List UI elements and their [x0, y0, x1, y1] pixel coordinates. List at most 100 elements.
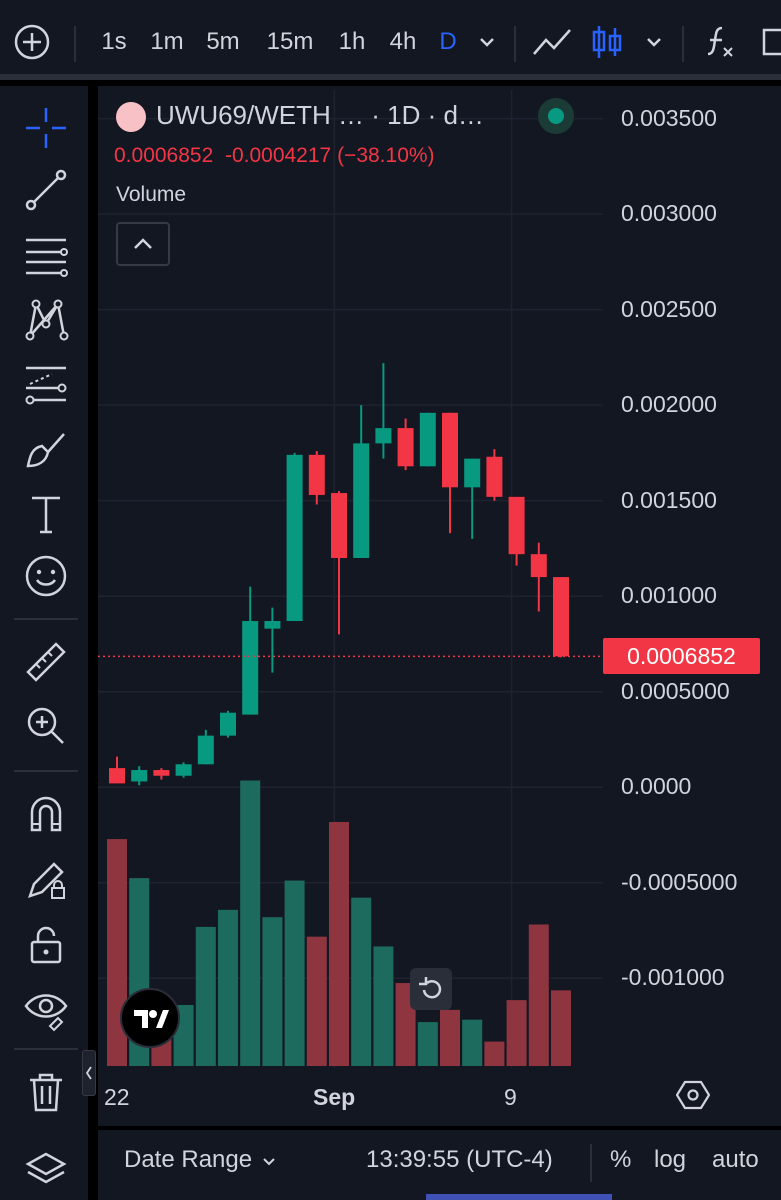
chart-type-dropdown-button[interactable] — [640, 22, 668, 62]
interval-dropdown-button[interactable] — [472, 22, 502, 62]
candle-down — [109, 768, 125, 784]
function-icon — [707, 26, 733, 57]
market-status-dot — [538, 98, 574, 134]
candle-up — [353, 443, 370, 558]
fib-retracement-tool[interactable] — [22, 232, 70, 280]
pattern-icon — [25, 299, 69, 341]
price-tick: 0.002500 — [621, 295, 717, 322]
legend-price: 0.0006852 — [114, 144, 214, 167]
horizontal-lines-icon — [26, 238, 68, 277]
add-symbol-button[interactable] — [12, 22, 52, 62]
trend-line-icon — [25, 169, 67, 211]
volume-bar — [373, 946, 394, 1066]
chevron-down-icon — [480, 38, 494, 47]
pencil-lock-icon — [28, 862, 65, 899]
top-toolbar: 1s 1m 5m 15m 1h 4h D — [0, 0, 781, 80]
symbol-title[interactable]: UWU69/WETH … · 1D · d… — [156, 100, 484, 130]
scroll-indicator — [426, 1194, 612, 1200]
crosshair-icon — [26, 108, 66, 148]
date-range-label: Date Range — [124, 1146, 253, 1173]
collapse-legend-button[interactable] — [116, 222, 170, 266]
candle-up — [375, 428, 392, 444]
eye-icon — [24, 994, 68, 1032]
candle-up — [464, 458, 481, 488]
lock-all-tool[interactable] — [22, 920, 70, 968]
remove-drawings-tool[interactable] — [22, 1068, 70, 1116]
chevron-up-icon — [134, 238, 152, 249]
log-scale-toggle[interactable]: log — [654, 1146, 687, 1173]
magnet-tool[interactable] — [22, 790, 70, 838]
layout-button[interactable] — [760, 22, 781, 62]
ruler-icon — [26, 642, 66, 682]
volume-indicator-label[interactable]: Volume — [116, 183, 187, 206]
time-tick: Sep — [313, 1084, 356, 1110]
volume-bar — [351, 897, 372, 1066]
clock-timezone[interactable]: 13:39:55 (UTC-4) — [366, 1146, 553, 1173]
candles-chart-button[interactable] — [590, 22, 624, 62]
interval-1s[interactable]: 1s — [101, 28, 127, 55]
volume-bar — [284, 880, 305, 1066]
line-chart-button[interactable] — [530, 22, 574, 62]
layers-icon — [25, 1152, 67, 1184]
interval-4h[interactable]: 4h — [389, 28, 417, 55]
hide-drawings-tool[interactable] — [22, 984, 70, 1032]
candlestick-chart[interactable] — [0, 0, 781, 1126]
candle-down — [530, 554, 547, 578]
projection-icon — [25, 366, 67, 405]
trend-line-tool[interactable] — [22, 166, 70, 214]
candle-down — [331, 493, 347, 558]
emoji-tool[interactable] — [22, 552, 70, 600]
magnet-icon — [30, 796, 62, 832]
candle-down — [308, 454, 325, 495]
candle-down — [442, 412, 458, 488]
interval-1h[interactable]: 1h — [338, 28, 366, 55]
object-tree-tool[interactable] — [22, 1146, 70, 1194]
crosshair-tool[interactable] — [22, 104, 70, 152]
toolbar-divider — [590, 1144, 592, 1182]
candle-up — [197, 735, 214, 765]
indicators-button[interactable] — [700, 22, 740, 62]
lock-drawings-tool[interactable] — [22, 856, 70, 904]
candle-down — [508, 496, 525, 555]
volume-bar — [306, 936, 327, 1066]
toolbar-divider — [682, 26, 684, 62]
forecasting-tool[interactable] — [22, 360, 70, 408]
collapse-toolbar-button[interactable] — [82, 1050, 96, 1096]
toolbar-divider — [14, 1048, 78, 1050]
volume-bar — [417, 1022, 438, 1066]
candle-up — [220, 712, 236, 736]
brush-icon — [26, 433, 65, 468]
interval-d-active[interactable]: D — [439, 28, 457, 55]
volume-bar — [462, 1019, 483, 1066]
candle-up — [286, 454, 303, 622]
date-range-button[interactable]: Date Range — [124, 1146, 279, 1174]
line-chart-icon — [533, 29, 571, 55]
brush-tool[interactable] — [22, 426, 70, 474]
pattern-tool[interactable] — [22, 296, 70, 344]
reset-chart-button[interactable] — [410, 968, 452, 1010]
bottom-toolbar: Date Range 13:39:55 (UTC-4) % log auto — [98, 1126, 781, 1200]
text-tool[interactable] — [22, 490, 70, 538]
volume-bar — [551, 990, 571, 1066]
time-axis[interactable]: 22 Sep 9 — [98, 1070, 603, 1126]
zoom-in-tool[interactable] — [22, 702, 70, 750]
auto-scale-toggle[interactable]: auto — [712, 1146, 759, 1173]
price-tick: 0.003000 — [621, 200, 717, 227]
chart-settings-button[interactable] — [675, 1078, 711, 1112]
interval-5m[interactable]: 5m — [206, 28, 240, 55]
layout-icon — [762, 28, 781, 56]
legend-change-pct: (−38.10%) — [337, 144, 435, 167]
tradingview-logo[interactable] — [120, 988, 180, 1048]
measure-tool[interactable] — [22, 638, 70, 686]
volume-bar — [528, 924, 549, 1066]
volume-bar — [195, 926, 216, 1066]
text-icon — [32, 496, 60, 534]
time-tick: 22 — [104, 1084, 130, 1110]
volume-bar — [218, 909, 238, 1066]
settings-hexagon-icon — [675, 1080, 711, 1110]
interval-15m[interactable]: 15m — [266, 28, 314, 55]
drawing-toolbar — [0, 86, 96, 1200]
percent-scale-toggle[interactable]: % — [610, 1146, 632, 1173]
interval-1m[interactable]: 1m — [150, 28, 184, 55]
price-tick: 0.002000 — [621, 391, 717, 418]
